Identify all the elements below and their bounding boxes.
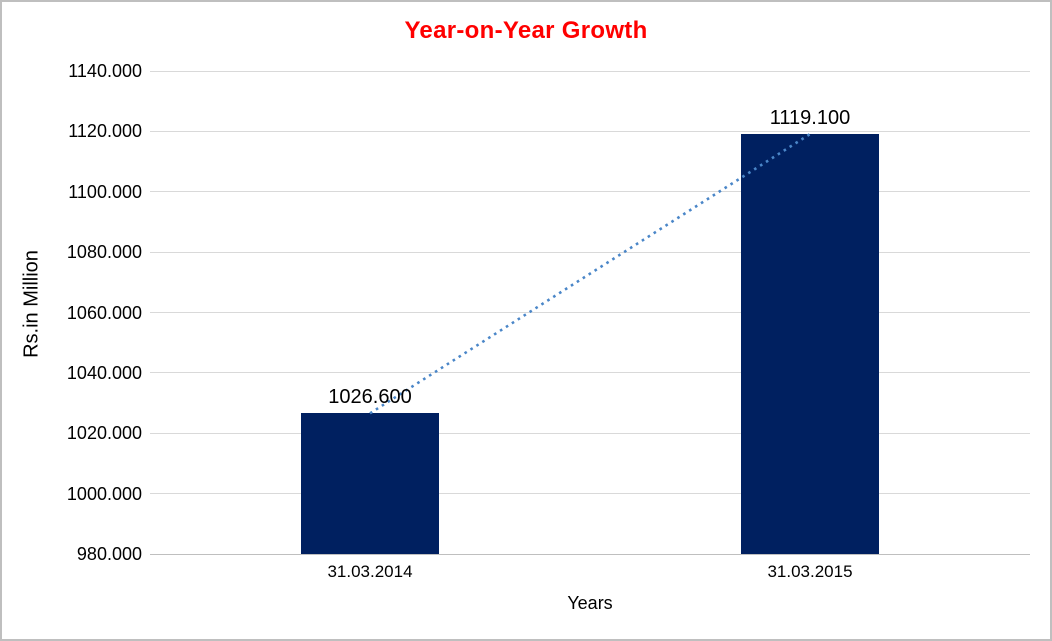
gridline (150, 130, 1030, 132)
gridline (150, 432, 1030, 434)
x-axis-title: Years (567, 593, 613, 613)
x-tick-label: 31.03.2015 (767, 562, 853, 581)
y-tick-label: 1020.000 (66, 423, 142, 444)
y-tick-label: 1080.000 (66, 242, 142, 263)
gridline (150, 312, 1030, 313)
bar (301, 413, 439, 554)
bar-data-label: 1026.600 (328, 386, 412, 409)
y-tick-label: 1120.000 (68, 121, 142, 142)
gridline (150, 251, 1030, 253)
x-axis-line (150, 553, 1030, 555)
x-tick-label: 31.03.2014 (327, 562, 413, 581)
gridline (150, 70, 1030, 72)
gridline (150, 372, 1030, 374)
plot-area (150, 70, 1030, 555)
gridline (150, 493, 1030, 495)
chart-title: Year-on-Year Growth (404, 17, 648, 44)
bar (741, 134, 879, 554)
y-tick-label: 1000.000 (66, 483, 142, 504)
y-tick-label: 1040.000 (66, 362, 142, 383)
gridline (150, 191, 1030, 193)
trendline (369, 132, 811, 415)
bar-data-label: 1119.100 (769, 107, 851, 130)
y-tick-label: 1060.000 (66, 302, 142, 323)
y-tick-label: 1100.000 (68, 181, 142, 202)
y-tick-label: 980.000 (76, 544, 142, 564)
y-tick-label: 1140.000 (68, 61, 142, 81)
